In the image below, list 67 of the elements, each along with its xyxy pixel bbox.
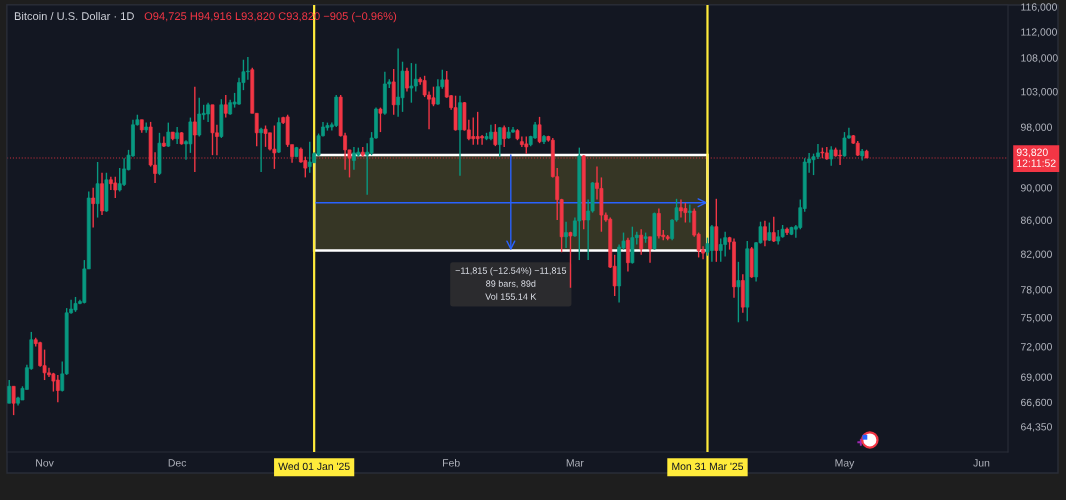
candlestick [714, 198, 719, 263]
candlestick [771, 216, 776, 243]
ref-line-label: Wed 01 Jan '25 [278, 462, 350, 471]
band-label: −11,815 (−12.54%) −11,815 89 bars, 89d Vol 155.14 K [455, 267, 567, 300]
candlestick [197, 97, 202, 138]
candlestick [409, 62, 414, 104]
candlestick [55, 374, 60, 403]
candlestick [639, 228, 644, 256]
candlestick [683, 202, 688, 224]
x-tick-label: Jun [973, 459, 990, 467]
x-tick-label: Dec [168, 459, 187, 467]
y-tick-label: 78,000 [1021, 286, 1052, 295]
candlestick [568, 231, 573, 289]
candlestick [192, 86, 197, 173]
y-tick-label: 108,000 [1021, 54, 1058, 63]
x-tick-label: Nov [36, 459, 54, 467]
candlestick [405, 67, 409, 93]
candlestick [7, 379, 12, 404]
ref-line-label: 93,820 12:11:52 [1016, 148, 1056, 167]
candlestick [259, 127, 264, 173]
candlestick [626, 236, 630, 273]
candlestick [537, 116, 542, 144]
y-tick-label: 66,600 [1021, 398, 1052, 408]
candlestick [723, 231, 728, 258]
candlestick [842, 131, 847, 158]
y-tick-label: 98,000 [1020, 123, 1052, 133]
candlestick [502, 124, 507, 148]
candlestick [493, 123, 498, 147]
y-tick-label: 72,000 [1021, 343, 1052, 352]
candlestick [648, 236, 652, 264]
candlestick [91, 186, 96, 229]
y-tick-label: 116,000 [1021, 3, 1057, 12]
candlestick [95, 161, 100, 219]
candlestick [307, 140, 312, 174]
y-tick-label: 90,000 [1020, 184, 1052, 193]
x-tick-label: Mar [566, 459, 584, 467]
candlestick [475, 111, 480, 146]
candlestick [564, 220, 568, 249]
candlestick [391, 68, 396, 116]
candlestick [396, 47, 401, 118]
y-tick-label: 64,350 [1021, 423, 1052, 432]
y-tick-label: 69,000 [1021, 373, 1052, 383]
candlestick [497, 126, 502, 158]
y-tick-label: 86,000 [1020, 216, 1052, 226]
chart-title: Bitcoin / U.S. Dollar · 1D [14, 11, 134, 21]
candlestick [11, 385, 16, 416]
candlestick [453, 94, 458, 132]
candlestick [223, 94, 228, 119]
candlestick [113, 175, 118, 199]
candlestick [763, 220, 767, 247]
x-tick-label: Feb [443, 458, 460, 467]
candlestick [829, 145, 834, 167]
y-tick-label: 75,000 [1021, 314, 1052, 323]
y-tick-label: 112,000 [1021, 28, 1057, 37]
candlestick [245, 56, 250, 81]
x-tick-label: May [835, 459, 855, 469]
y-tick-label: 82,000 [1020, 250, 1052, 260]
ref-line-label: Mon 31 Mar '25 [672, 462, 744, 471]
candlestick [471, 116, 476, 146]
candlestick [378, 106, 383, 133]
candlestick [656, 207, 661, 240]
candlestick [687, 203, 692, 224]
y-tick-label: 103,000 [1021, 88, 1058, 97]
candlestick [263, 124, 268, 148]
candlestick [736, 261, 741, 323]
candlestick [413, 63, 418, 93]
candlestick [166, 121, 171, 148]
